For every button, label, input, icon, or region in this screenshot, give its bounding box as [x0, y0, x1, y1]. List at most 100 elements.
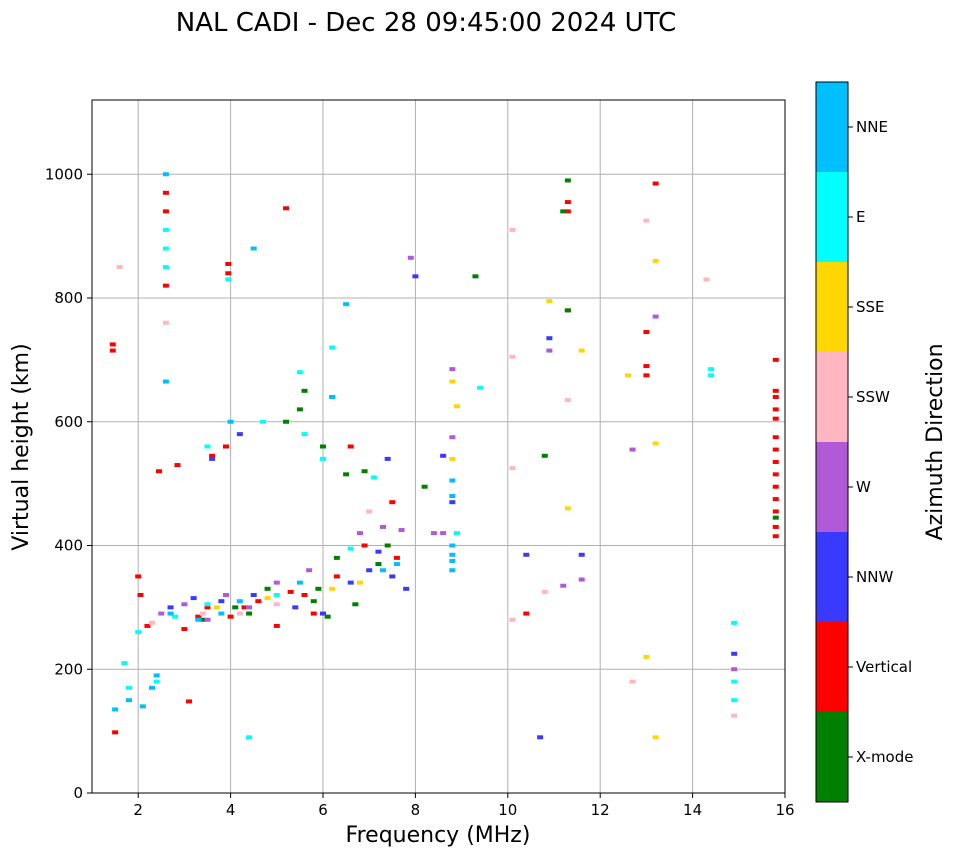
colorbar-label: SSE: [856, 298, 885, 316]
data-point: [225, 261, 232, 266]
data-point: [190, 596, 197, 601]
data-point: [283, 206, 290, 211]
data-point: [708, 373, 715, 378]
data-point: [652, 258, 659, 263]
data-point: [412, 274, 419, 279]
data-point: [772, 416, 779, 421]
data-point: [236, 599, 243, 604]
colorbar-label: NNW: [856, 568, 893, 586]
colorbar-segment: [816, 532, 848, 622]
x-tick-label: 14: [683, 801, 702, 819]
data-point: [236, 432, 243, 437]
data-point: [449, 379, 456, 384]
data-point: [333, 555, 340, 560]
data-point: [523, 611, 530, 616]
data-point: [652, 314, 659, 319]
x-tick-label: 8: [411, 801, 421, 819]
data-point: [153, 673, 160, 678]
data-point: [125, 685, 132, 690]
data-point: [629, 679, 636, 684]
data-point: [477, 385, 484, 390]
data-point: [250, 246, 257, 251]
data-point: [449, 543, 456, 548]
data-point: [155, 469, 162, 474]
data-point: [310, 599, 317, 604]
data-point: [731, 679, 738, 684]
data-point: [301, 593, 308, 597]
data-point: [509, 227, 516, 232]
data-point: [375, 549, 382, 554]
data-point: [329, 586, 336, 591]
data-point: [370, 475, 377, 480]
data-point: [453, 404, 460, 409]
data-point: [135, 630, 142, 635]
data-point: [375, 562, 382, 567]
data-point: [162, 320, 169, 325]
data-point: [162, 190, 169, 195]
data-point: [241, 605, 248, 610]
colorbar-label: E: [856, 208, 865, 226]
data-point: [652, 735, 659, 740]
data-point: [301, 432, 308, 437]
data-point: [361, 469, 368, 474]
y-tick-label: 200: [54, 660, 83, 678]
data-point: [356, 580, 363, 585]
data-point: [541, 453, 548, 458]
data-point: [273, 580, 280, 585]
data-point: [772, 484, 779, 489]
data-point: [273, 602, 280, 607]
y-tick-label: 400: [54, 537, 83, 555]
data-point: [264, 596, 271, 601]
data-point: [407, 255, 414, 260]
data-point: [227, 419, 234, 424]
data-point: [204, 617, 211, 622]
data-point: [564, 308, 571, 313]
colorbar-label: Vertical: [856, 658, 912, 676]
data-point: [384, 543, 391, 548]
data-point: [472, 274, 479, 279]
data-point: [546, 336, 553, 341]
data-point: [624, 373, 631, 378]
data-point: [162, 227, 169, 232]
data-point: [296, 580, 303, 585]
data-point: [546, 348, 553, 353]
plot-frame: [91, 99, 786, 794]
data-point: [384, 456, 391, 461]
data-point: [172, 614, 179, 619]
data-point: [343, 472, 350, 477]
data-point: [167, 611, 174, 616]
data-point: [333, 574, 340, 579]
data-point: [449, 494, 456, 498]
x-tick-label: 10: [498, 801, 517, 819]
data-point: [389, 574, 396, 579]
data-point: [167, 605, 174, 610]
data-point: [509, 466, 516, 471]
data-point: [708, 367, 715, 372]
data-point: [509, 617, 516, 622]
data-point: [421, 484, 428, 489]
x-axis-label: Frequency (MHz): [346, 823, 531, 848]
data-point: [162, 246, 169, 251]
data-point: [772, 524, 779, 529]
data-point: [578, 348, 585, 353]
data-point: [393, 555, 400, 560]
data-point: [652, 181, 659, 186]
data-point: [541, 589, 548, 594]
data-point: [564, 209, 571, 214]
data-point: [772, 357, 779, 362]
data-point: [112, 730, 119, 735]
colorbar-label: X-mode: [856, 748, 913, 766]
colorbar-segment: [816, 352, 848, 442]
data-point: [213, 605, 220, 610]
data-point: [273, 593, 280, 597]
data-point: [629, 447, 636, 452]
data-point: [320, 444, 326, 449]
data-point: [273, 623, 280, 628]
data-point: [204, 602, 211, 607]
y-axis-label: Virtual height (km): [9, 343, 34, 550]
data-point: [209, 453, 216, 458]
data-point: [703, 277, 710, 282]
data-point: [361, 543, 368, 548]
data-point: [560, 209, 567, 214]
